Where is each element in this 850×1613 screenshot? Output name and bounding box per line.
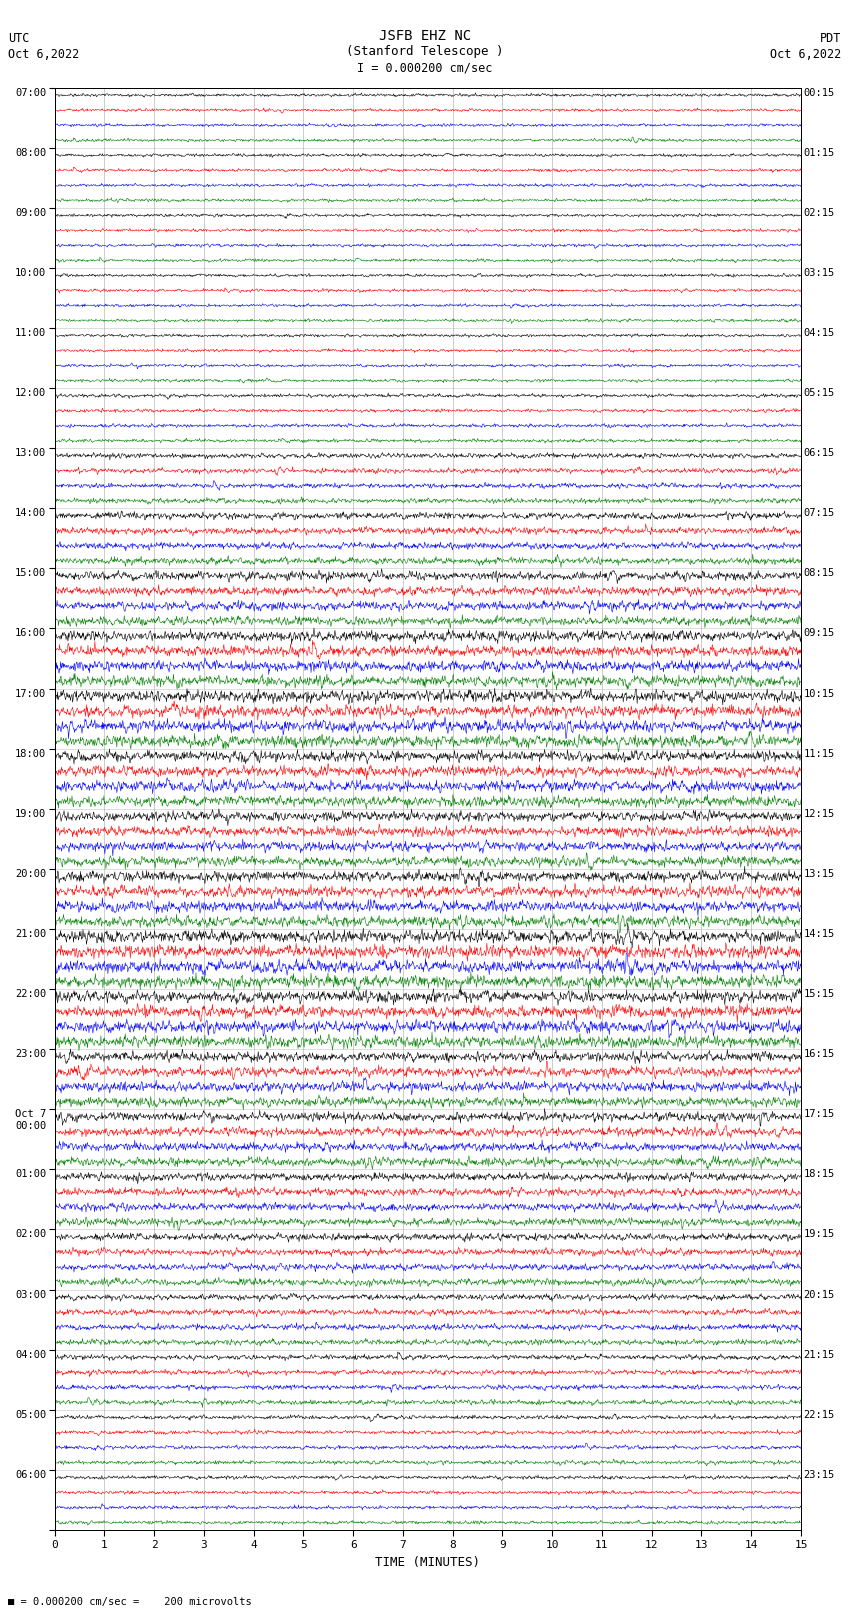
Text: JSFB EHZ NC: JSFB EHZ NC — [379, 29, 471, 44]
X-axis label: TIME (MINUTES): TIME (MINUTES) — [376, 1557, 480, 1569]
Text: I = 0.000200 cm/sec: I = 0.000200 cm/sec — [357, 61, 493, 74]
Text: (Stanford Telescope ): (Stanford Telescope ) — [346, 45, 504, 58]
Text: Oct 6,2022: Oct 6,2022 — [770, 48, 842, 61]
Text: PDT: PDT — [820, 32, 842, 45]
Text: UTC: UTC — [8, 32, 30, 45]
Text: ■ = 0.000200 cm/sec =    200 microvolts: ■ = 0.000200 cm/sec = 200 microvolts — [8, 1597, 252, 1607]
Text: Oct 6,2022: Oct 6,2022 — [8, 48, 80, 61]
